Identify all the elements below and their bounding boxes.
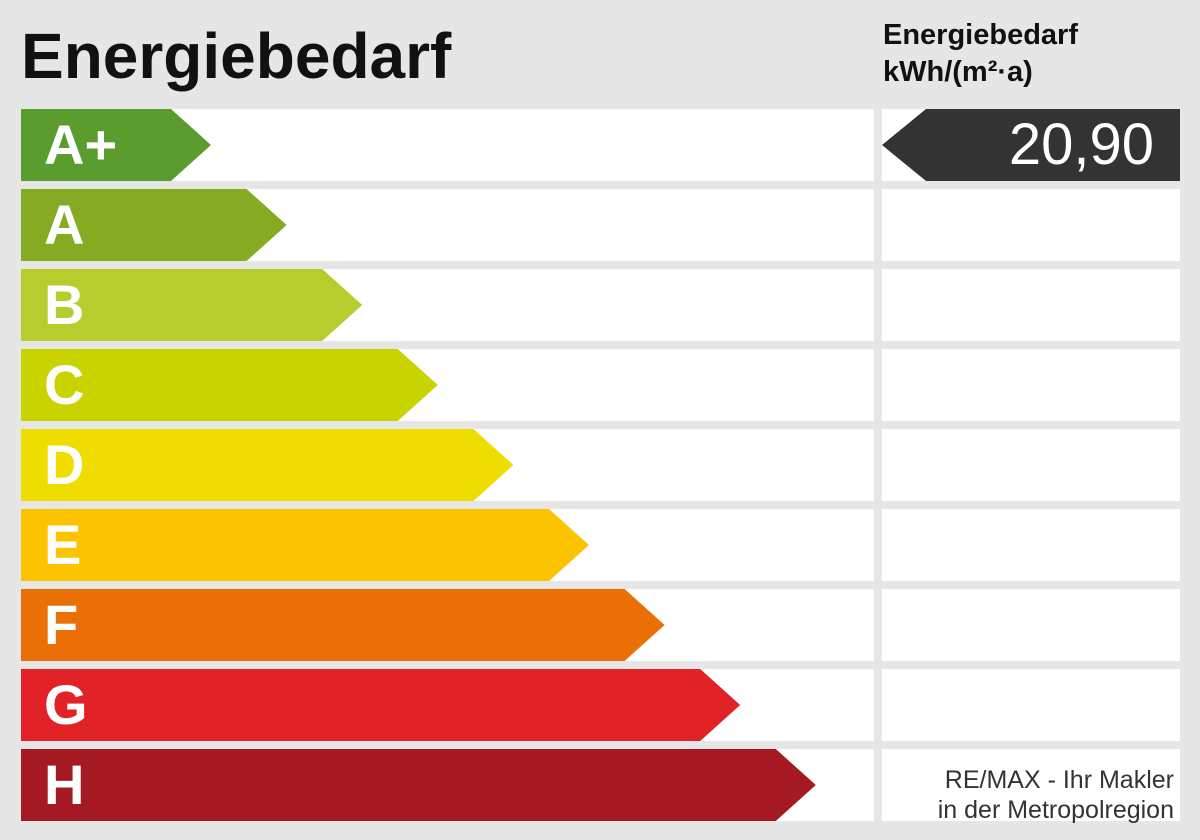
class-row-c: C	[21, 349, 874, 421]
class-arrow: B	[21, 269, 362, 341]
value-text: 20,90	[1008, 112, 1154, 177]
chart-title: Energiebedarf	[21, 20, 452, 92]
class-row-f: F	[21, 589, 874, 661]
class-row-a-plus: A+	[21, 109, 874, 181]
class-row-e: E	[21, 509, 874, 581]
class-arrow: E	[21, 509, 589, 581]
footer-text: RE/MAX - Ihr Makler in der Metropolregion	[938, 765, 1174, 825]
class-label: D	[44, 433, 85, 496]
value-cell: RE/MAX - Ihr Makler in der Metropolregion	[882, 749, 1180, 824]
class-label: H	[44, 753, 85, 816]
value-cell	[882, 509, 1180, 581]
value-cell	[882, 189, 1180, 261]
value-cell: 20,90	[882, 109, 1180, 181]
class-arrow: A+	[21, 109, 211, 181]
class-arrow: C	[21, 349, 438, 421]
class-row-d: D	[21, 429, 874, 501]
value-header: Energiebedarf kWh/(m²·a)	[883, 17, 1193, 91]
value-cell	[882, 589, 1180, 661]
value-cell	[882, 269, 1180, 341]
class-arrow: A	[21, 189, 287, 261]
class-row-h: H	[21, 749, 874, 821]
class-label: A+	[44, 113, 118, 176]
class-arrow: H	[21, 749, 816, 821]
footer-line-2: in der Metropolregion	[937, 796, 1174, 824]
value-pointer: 20,90	[882, 109, 1180, 181]
class-arrow: G	[21, 669, 740, 741]
class-arrow: D	[21, 429, 513, 501]
class-row-g: G	[21, 669, 874, 741]
value-header-unit: kWh/(m²·a)	[883, 56, 1033, 88]
class-label: F	[44, 593, 79, 656]
value-cell	[882, 669, 1180, 741]
class-row-b: B	[21, 269, 874, 341]
class-label: E	[44, 513, 82, 576]
value-cell	[882, 429, 1180, 501]
class-label: G	[44, 673, 88, 736]
class-label: B	[44, 273, 85, 336]
class-label: C	[44, 353, 85, 416]
class-label: A	[44, 193, 85, 256]
value-cell	[882, 349, 1180, 421]
footer-line-1: RE/MAX - Ihr Makler	[944, 766, 1174, 794]
class-row-a: A	[21, 189, 874, 261]
value-header-label: Energiebedarf	[883, 19, 1078, 51]
class-arrow: F	[21, 589, 665, 661]
